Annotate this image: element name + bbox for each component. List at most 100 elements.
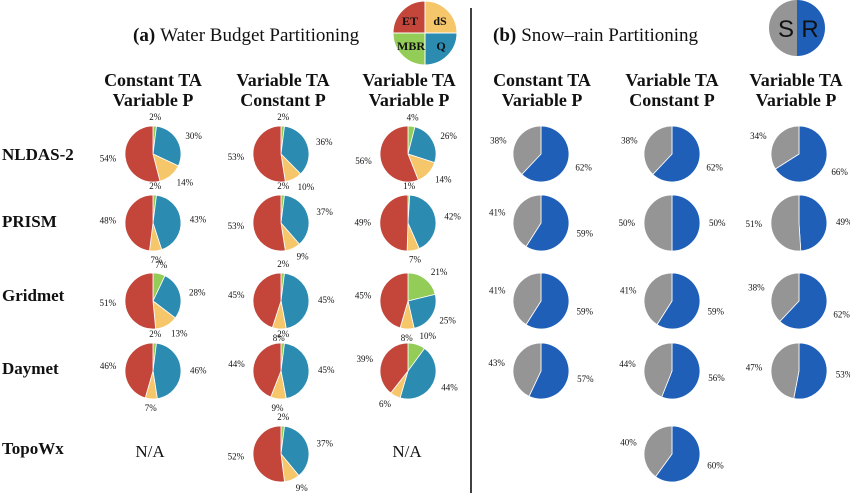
pie-a-nldas2-col2-label-q: 36%: [316, 137, 333, 147]
legend-slice-et: [392, 0, 426, 34]
pie-b-gridmet-col1-slice-s: [512, 272, 542, 326]
pie-a-daymet-col1-slice-et: [124, 342, 154, 399]
pie-b-daymet-col3-label-s: 47%: [746, 363, 763, 373]
panel-a-title-text: Water Budget Partitioning: [160, 25, 359, 46]
pie-b-prism-col2-label-s: 50%: [619, 218, 636, 228]
pie-b-gridmet-col2-slice-s: [643, 272, 673, 326]
panel-a-letter: (a): [133, 25, 155, 46]
pie-b-daymet-col3-label-r: 53%: [836, 370, 850, 380]
pie-b-nldas2-col2-label-r: 62%: [706, 163, 723, 173]
pie-a-daymet-col3-slice-q: [399, 347, 437, 400]
legend-label-mbr: MBR: [397, 39, 425, 53]
pie-a-daymet-col1-label-q: 46%: [190, 365, 207, 375]
row-label-gridmet: Gridmet: [2, 286, 65, 305]
pie-a-gridmet-col2-slice-q: [280, 272, 310, 329]
row-label-prism: PRISM: [2, 212, 57, 231]
pie-a-daymet-col1: 2% 46% 7% 46%: [100, 329, 207, 413]
pie-a-gridmet-col1-slice-et: [124, 272, 157, 330]
pie-b-daymet-col2-slice-s: [643, 342, 673, 398]
pie-a-nldas2-col3-label-q: 26%: [440, 131, 457, 141]
pie-a-prism-col1-label-et: 48%: [100, 216, 117, 226]
pie-a-gridmet-col1-label-et: 51%: [100, 298, 117, 308]
pie-a-gridmet-col2-label-q: 45%: [318, 295, 335, 305]
pie-a-nldas2-col1-label-mbr: 2%: [149, 112, 162, 122]
pie-b-daymet-col1-slice-r: [528, 342, 570, 400]
legend-label-ds: dS: [433, 14, 447, 28]
panel-a-title: (a) Water Budget Partitioning: [133, 25, 360, 46]
pie-b-daymet-col3: 53% 47%: [746, 342, 850, 400]
pie-a-gridmet-col2-label-mbr: 2%: [277, 259, 290, 269]
panel-a-col2-header-line1: Variable TA: [236, 70, 329, 90]
pie-b-nldas2-col3-label-s: 34%: [750, 131, 767, 141]
pie-a-daymet-col2-label-mbr: 2%: [277, 329, 290, 339]
pie-a-nldas2-col1-slice-q: [152, 125, 182, 167]
pie-a-prism-col1-slice-et: [124, 194, 154, 252]
legend-slice-mbr: [392, 32, 426, 66]
panel-a-col3-header-line1: Variable TA: [362, 70, 455, 90]
pie-a-daymet-col2-slice-q: [280, 342, 310, 399]
pie-a-gridmet-col2: 2% 45% 8% 45%: [228, 259, 335, 343]
pie-b-nldas2-col1-slice-r: [521, 125, 570, 183]
pie-b-gridmet-col1-label-r: 59%: [577, 306, 594, 316]
pie-b-prism-col3-label-s: 51%: [746, 219, 763, 229]
na-topowx-const-ta: N/A: [135, 442, 165, 461]
pie-a-daymet-col3: 10% 44% 6% 39%: [357, 331, 459, 409]
pie-a-topowx-col2-label-mbr: 2%: [277, 412, 290, 422]
pie-a-gridmet-col1-label-q: 28%: [189, 287, 206, 297]
pie-b-daymet-col1-label-s: 43%: [488, 358, 505, 368]
pie-b-gridmet-col2-label-r: 59%: [708, 306, 725, 316]
pie-a-daymet-col1-label-ds: 7%: [145, 403, 158, 413]
pie-b-prism-col3: 49% 51%: [746, 194, 850, 252]
panel-b-legend: S R: [769, 0, 825, 56]
pie-b-gridmet-col2: 59% 41%: [620, 272, 725, 330]
panel-b-col1-header-line2: Variable P: [502, 90, 583, 110]
pie-a-topowx-col2-slice-q: [280, 425, 310, 477]
pie-b-gridmet-col1-label-s: 41%: [489, 286, 506, 296]
pie-a-prism-col2-label-mbr: 2%: [277, 181, 290, 191]
pie-a-nldas2-col1-label-ds: 14%: [177, 178, 194, 188]
legend-label-et: ET: [402, 14, 418, 28]
pie-b-topowx-col2-slice-r: [654, 425, 701, 483]
na-topowx-var-ta-var-p: N/A: [392, 442, 422, 461]
pie-a-prism-col3-label-mbr: 1%: [403, 181, 416, 191]
pie-a-daymet-col1-slice-q: [152, 342, 182, 400]
pie-b-nldas2-col1-slice-s: [512, 125, 542, 175]
pie-b-prism-col2-label-r: 50%: [709, 218, 726, 228]
pie-a-nldas2-col3-label-et: 56%: [355, 156, 372, 166]
legend-slice-ds: [424, 0, 458, 34]
row-label-daymet: Daymet: [2, 359, 59, 378]
pie-b-topowx-col2-label-r: 60%: [707, 460, 724, 470]
pie-b-prism-col1-label-s: 41%: [489, 208, 506, 218]
pie-a-gridmet-col2-label-ds: 8%: [273, 333, 286, 343]
pie-a-daymet-col2-label-q: 45%: [318, 365, 335, 375]
pie-b-nldas2-col2: 62% 38%: [621, 125, 723, 183]
pie-a-nldas2-col2: 2% 36% 10% 53%: [228, 112, 333, 192]
panel-b-col2-header-line2: Constant P: [629, 90, 715, 110]
pie-b-prism-col3-slice-r: [798, 194, 828, 252]
pie-a-prism-col3-label-q: 42%: [444, 212, 461, 222]
pie-a-daymet-col2-slice-et: [252, 342, 282, 398]
pie-b-prism-col3-slice-s: [770, 194, 802, 252]
legend-slice-s: [769, 0, 797, 56]
panel-b-title-text: Snow–rain Partitioning: [521, 25, 698, 46]
pie-b-gridmet-col3: 62% 38%: [748, 272, 850, 330]
pie-a-prism-col3: 1% 42% 7% 49%: [355, 181, 462, 264]
pie-b-prism-col2-slice-s: [643, 194, 673, 252]
pie-b-daymet-col1-label-r: 57%: [577, 374, 594, 384]
pie-a-prism-col2: 2% 37% 9% 53%: [228, 181, 334, 261]
row-label-topowx: TopoWx: [2, 439, 64, 458]
pie-a-daymet-col3-label-ds: 6%: [379, 399, 392, 409]
panel-b-col1-header-line1: Constant TA: [493, 70, 591, 90]
panel-a-col2-header-line2: Constant P: [240, 90, 326, 110]
pie-b-nldas2-col3-slice-r: [774, 125, 828, 183]
pie-a-gridmet-col3-label-et: 45%: [355, 291, 372, 301]
pie-a-daymet-col2-label-ds: 9%: [272, 403, 285, 413]
pie-b-topowx-col2-label-s: 40%: [620, 438, 637, 448]
panel-a-col1-header-line1: Constant TA: [104, 70, 202, 90]
pie-b-gridmet-col2-label-s: 41%: [620, 286, 637, 296]
legend-slice-q: [424, 32, 458, 66]
pie-b-gridmet-col3-label-s: 38%: [748, 282, 765, 292]
panel-b-pies: 62% 38% 62% 38% 66% 34% 59% 41% 50% 50% 49% 51% 59% 4…: [488, 125, 850, 483]
panel-b-col3-header-line2: Variable P: [756, 90, 837, 110]
pie-a-gridmet-col3-slice-mbr: [407, 272, 436, 302]
